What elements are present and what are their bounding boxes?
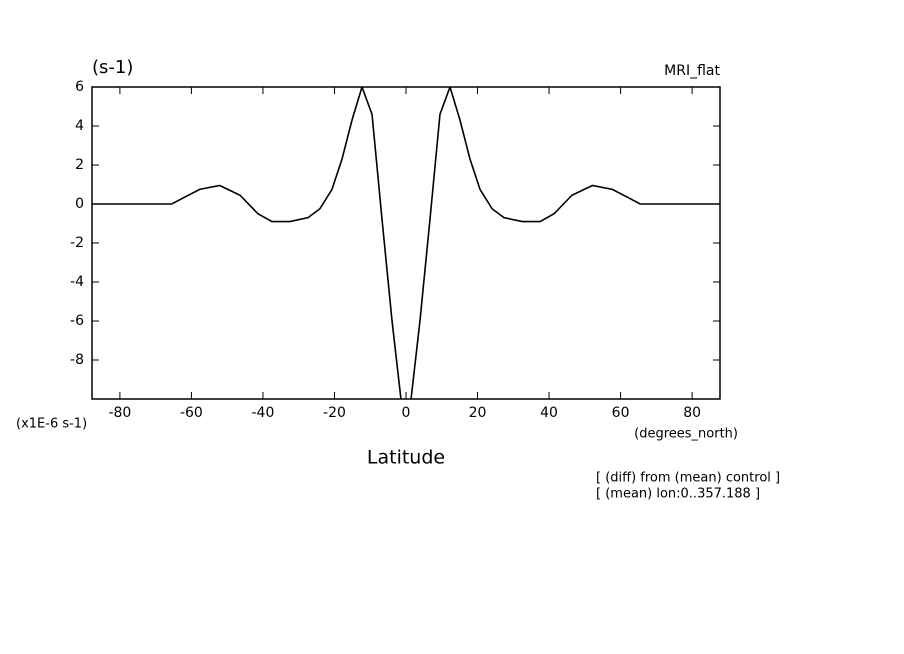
y-tick-label: -4 bbox=[70, 274, 84, 290]
y-tick-label: -8 bbox=[70, 352, 84, 368]
x-tick-label: 0 bbox=[402, 405, 411, 421]
x-tick-label: -40 bbox=[252, 405, 275, 421]
x-tick-label: -20 bbox=[323, 405, 346, 421]
y-axis-label: (x1E-6 s-1) bbox=[16, 417, 87, 432]
y-tick-label: 6 bbox=[75, 79, 84, 95]
x-tick-label: 60 bbox=[612, 405, 630, 421]
plot-frame bbox=[91, 86, 721, 400]
y-tick-label: 0 bbox=[75, 196, 84, 212]
y-tick-label: 2 bbox=[75, 157, 84, 173]
y-tick-label: -6 bbox=[70, 313, 84, 329]
x-axis-label: Latitude bbox=[367, 447, 445, 469]
annotation: [ (diff) from (mean) control ] bbox=[596, 471, 780, 486]
x-axis-unit: (degrees_north) bbox=[634, 427, 738, 442]
y-tick-label: 4 bbox=[75, 118, 84, 134]
y-tick-label: -2 bbox=[70, 235, 84, 251]
data-line bbox=[92, 87, 720, 399]
x-tick-label: 20 bbox=[469, 405, 487, 421]
x-tick-label: -80 bbox=[108, 405, 131, 421]
x-tick-label: -60 bbox=[180, 405, 203, 421]
x-tick-label: 80 bbox=[683, 405, 701, 421]
x-tick-label: 40 bbox=[540, 405, 558, 421]
chart-title: (s-1) bbox=[92, 57, 133, 78]
chart-subtitle: MRI_flat bbox=[664, 63, 720, 79]
annotation: [ (mean) lon:0..357.188 ] bbox=[596, 487, 760, 502]
